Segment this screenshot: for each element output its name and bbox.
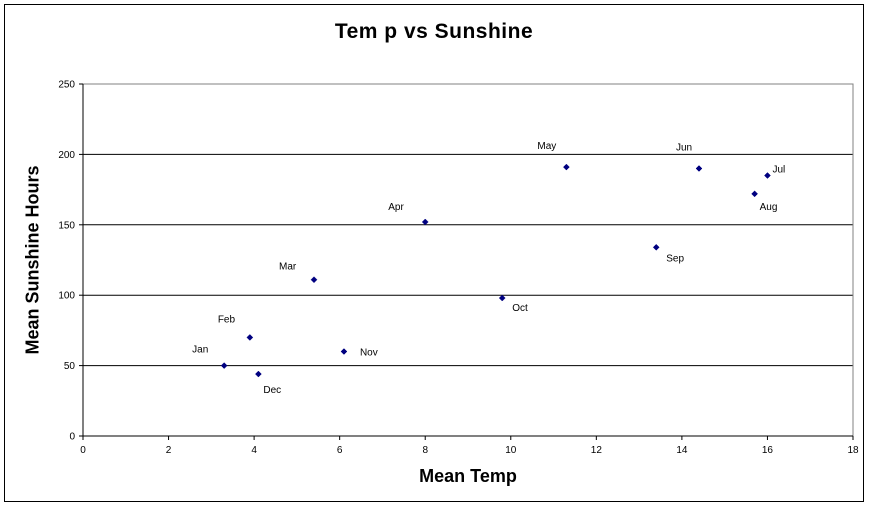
x-tick-label: 2 bbox=[166, 445, 172, 456]
data-label-jan: Jan bbox=[192, 345, 208, 356]
data-label-nov: Nov bbox=[360, 348, 378, 359]
data-label-jul: Jul bbox=[772, 165, 785, 176]
data-label-may: May bbox=[537, 141, 556, 152]
data-point-oct bbox=[498, 294, 506, 302]
data-point-nov bbox=[340, 348, 348, 355]
y-tick-label: 100 bbox=[58, 291, 75, 302]
y-tick-label: 0 bbox=[69, 432, 75, 443]
data-point-jul bbox=[764, 172, 771, 179]
axes: 0 50 100 150 200 250 0 2 4 6 8 10 12 14 16 18 bbox=[58, 80, 859, 457]
data-labels: Jan Feb Mar Apr May Jun Jul Aug Sep Oct Nov Dec bbox=[192, 141, 785, 396]
data-point-aug bbox=[751, 190, 758, 198]
data-label-apr: Apr bbox=[388, 202, 404, 213]
data-point-jan bbox=[220, 362, 228, 369]
data-label-aug: Aug bbox=[760, 202, 778, 213]
x-tick-label: 6 bbox=[337, 445, 343, 456]
y-tick-label: 250 bbox=[58, 80, 75, 91]
chart-frame bbox=[4, 4, 864, 502]
data-label-feb: Feb bbox=[218, 314, 236, 325]
chart-title: Tem p vs Sunshine bbox=[334, 20, 534, 43]
x-tick-label: 0 bbox=[80, 445, 86, 456]
gridlines bbox=[83, 153, 853, 367]
data-label-sep: Sep bbox=[666, 253, 684, 264]
data-label-jun: Jun bbox=[676, 142, 692, 153]
x-tick-label: 10 bbox=[505, 445, 517, 456]
data-points bbox=[220, 163, 771, 378]
data-point-mar bbox=[310, 276, 318, 284]
data-label-mar: Mar bbox=[279, 262, 297, 273]
x-tick-label: 8 bbox=[422, 445, 428, 456]
y-tick-label: 150 bbox=[58, 220, 75, 231]
x-tick-label: 18 bbox=[847, 445, 859, 456]
data-point-apr bbox=[421, 218, 429, 226]
data-point-jun bbox=[695, 165, 703, 172]
data-point-feb bbox=[246, 334, 254, 341]
x-tick-label: 14 bbox=[676, 445, 688, 456]
data-point-dec bbox=[255, 370, 262, 378]
data-label-dec: Dec bbox=[263, 385, 281, 396]
y-tick-label: 200 bbox=[58, 150, 75, 161]
data-point-sep bbox=[652, 243, 660, 251]
y-tick-label: 50 bbox=[64, 361, 76, 372]
x-tick-label: 12 bbox=[591, 445, 603, 456]
x-tick-label: 16 bbox=[762, 445, 774, 456]
x-tick-label: 4 bbox=[251, 445, 257, 456]
plot-area bbox=[82, 83, 854, 437]
data-label-oct: Oct bbox=[512, 303, 528, 314]
data-point-may bbox=[563, 163, 570, 171]
x-axis-title: Mean Temp bbox=[419, 466, 517, 486]
